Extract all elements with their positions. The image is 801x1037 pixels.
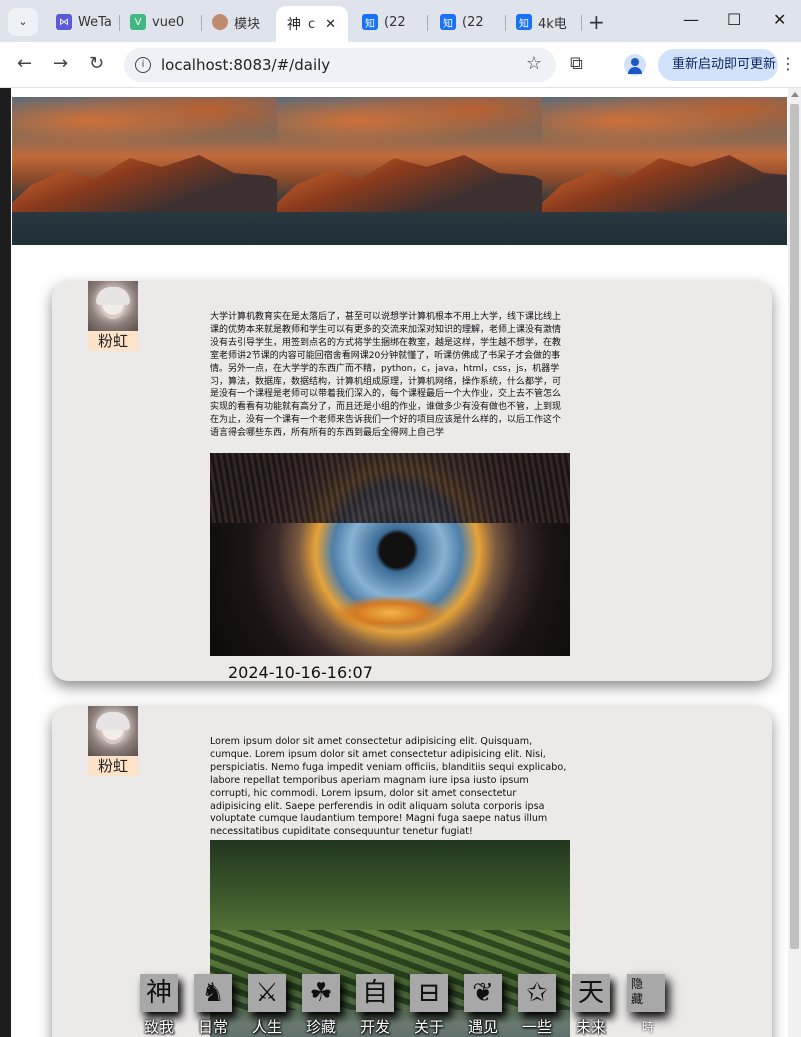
nav-label: 关于 bbox=[413, 1018, 444, 1036]
avatar[interactable] bbox=[88, 281, 138, 331]
tab-search-button[interactable]: ⌄ bbox=[8, 8, 38, 36]
post-card: 粉虹 大学计算机教育实在是太落后了，甚至可以说想学计算机根本不用上大学，线下课比… bbox=[52, 281, 772, 681]
hide-label-line2: 藏 bbox=[631, 992, 644, 1006]
page-viewport: 粉虹 大学计算机教育实在是太落后了，甚至可以说想学计算机根本不用上大学，线下课比… bbox=[0, 88, 801, 1037]
nav-item-kaifa[interactable]: 自 开发 bbox=[353, 974, 397, 1037]
zi-icon: 自 bbox=[356, 974, 394, 1012]
nav-label: 日常 bbox=[197, 1018, 228, 1036]
tab-module[interactable]: 模块 bbox=[202, 6, 276, 38]
tab-label: (22 bbox=[384, 14, 406, 30]
banner-tile bbox=[542, 97, 787, 245]
post-text: 大学计算机教育实在是太落后了，甚至可以说想学计算机根本不用上大学，线下课比线上课… bbox=[210, 312, 562, 439]
nav-item-weilai[interactable]: 天 未来 bbox=[569, 974, 613, 1037]
left-edge-strip bbox=[0, 88, 11, 1037]
nav-label: 遇见 bbox=[467, 1018, 498, 1036]
nav-label: 珍藏 bbox=[305, 1018, 336, 1036]
nav-label: 人生 bbox=[251, 1018, 282, 1036]
minimize-button[interactable]: — bbox=[683, 10, 699, 29]
banner-tile bbox=[12, 97, 277, 245]
avatar[interactable] bbox=[88, 706, 138, 756]
tab-label: (22 bbox=[462, 14, 484, 30]
forward-arrow-icon[interactable]: → bbox=[53, 53, 69, 74]
nav-label: 未来 bbox=[575, 1018, 606, 1036]
tab-active[interactable]: 神 c ✕ bbox=[276, 6, 348, 42]
hide-extra-label: 時 bbox=[642, 1020, 655, 1034]
wetab-icon: ⋈ bbox=[56, 14, 72, 30]
nav-item-richang[interactable]: ♞ 日常 bbox=[191, 974, 235, 1037]
scrollbar[interactable] bbox=[788, 88, 801, 1037]
nav-item-guanyu[interactable]: ⊟ 关于 bbox=[407, 974, 451, 1037]
url-text[interactable]: localhost:8083/#/daily bbox=[161, 56, 331, 74]
banner-tile bbox=[277, 97, 542, 245]
extensions-icon[interactable]: ⧉ bbox=[570, 53, 583, 74]
figure-icon: ♞ bbox=[194, 974, 232, 1012]
nav-item-zhencang[interactable]: ☘ 珍藏 bbox=[299, 974, 343, 1037]
site-info-icon[interactable]: i bbox=[135, 57, 151, 73]
profile-icon[interactable] bbox=[624, 54, 646, 76]
tab-zhihu-2[interactable]: 知 (22 bbox=[430, 6, 506, 38]
clover-icon: ☘ bbox=[302, 974, 340, 1012]
zhihu-icon: 知 bbox=[440, 14, 456, 30]
tab-label: c bbox=[308, 16, 316, 32]
author-name: 粉虹 bbox=[88, 756, 138, 776]
shen-icon: 神 bbox=[286, 16, 302, 33]
nav-item-yujian[interactable]: ❦ 遇见 bbox=[461, 974, 505, 1037]
new-tab-button[interactable]: + bbox=[588, 10, 605, 34]
banner-image bbox=[12, 97, 787, 245]
avatar-icon bbox=[212, 14, 228, 30]
update-button[interactable]: 重新启动即可更新 bbox=[658, 49, 778, 81]
tab-zhihu-3[interactable]: 知 4k电 bbox=[506, 6, 582, 38]
more-menu-icon[interactable]: ⋮ bbox=[780, 54, 796, 73]
author-name: 粉虹 bbox=[88, 331, 138, 351]
bottom-nav: 神 致我 ♞ 日常 ⚔ 人生 ☘ 珍藏 自 开发 ⊟ 关于 ❦ 遇见 ✩ 一些 bbox=[137, 974, 677, 1037]
post-text: Lorem ipsum dolor sit amet consectetur a… bbox=[210, 736, 567, 838]
close-window-button[interactable]: ✕ bbox=[773, 10, 787, 29]
tian-icon: 天 bbox=[572, 974, 610, 1012]
browser-toolbar: ← → ↻ i localhost:8083/#/daily ☆ ⧉ 重新启动即… bbox=[0, 42, 801, 88]
nav-item-yixie[interactable]: ✩ 一些 bbox=[515, 974, 559, 1037]
vue-icon: V bbox=[130, 14, 146, 30]
tab-label: vue0 bbox=[152, 14, 185, 30]
nav-item-zhiwo[interactable]: 神 致我 bbox=[137, 974, 181, 1037]
tab-wetab[interactable]: ⋈ WeTa bbox=[46, 6, 120, 38]
tab-zhihu-1[interactable]: 知 (22 bbox=[352, 6, 428, 38]
tab-label: 4k电 bbox=[538, 16, 567, 32]
address-bar[interactable]: i localhost:8083/#/daily ☆ bbox=[124, 48, 556, 82]
zhihu-icon: 知 bbox=[362, 14, 378, 30]
window-icon: ⊟ bbox=[410, 974, 448, 1012]
shen-icon: 神 bbox=[140, 974, 178, 1012]
star-icon: ✩ bbox=[518, 974, 556, 1012]
nav-label: 开发 bbox=[359, 1018, 390, 1036]
post-image bbox=[210, 453, 570, 656]
nav-label: 一些 bbox=[521, 1018, 552, 1036]
tab-label: 模块 bbox=[234, 16, 261, 32]
tab-label: WeTa bbox=[78, 14, 112, 30]
hide-label-line1: 隐 bbox=[631, 977, 644, 991]
back-arrow-icon[interactable]: ← bbox=[17, 53, 33, 74]
bookmark-star-icon[interactable]: ☆ bbox=[525, 53, 542, 74]
nav-item-rensheng[interactable]: ⚔ 人生 bbox=[245, 974, 289, 1037]
scrollbar-thumb[interactable] bbox=[790, 104, 799, 949]
meet-icon: ❦ bbox=[464, 974, 502, 1012]
tab-strip: ⌄ ⋈ WeTa V vue0 模块 神 c ✕ 知 (22 知 (22 知 4… bbox=[0, 0, 801, 42]
reload-icon[interactable]: ↻ bbox=[89, 53, 105, 74]
tab-vue[interactable]: V vue0 bbox=[120, 6, 202, 38]
close-tab-icon[interactable]: ✕ bbox=[325, 16, 337, 32]
zhihu-icon: 知 bbox=[516, 14, 532, 30]
sword-icon: ⚔ bbox=[248, 974, 286, 1012]
maximize-button[interactable]: ☐ bbox=[727, 10, 742, 29]
scroll-up-icon[interactable] bbox=[791, 92, 799, 97]
nav-label: 致我 bbox=[143, 1018, 174, 1036]
post-date: 2024-10-16-16:07 bbox=[228, 663, 373, 681]
hide-nav-button[interactable]: 隐 藏 bbox=[627, 974, 665, 1012]
